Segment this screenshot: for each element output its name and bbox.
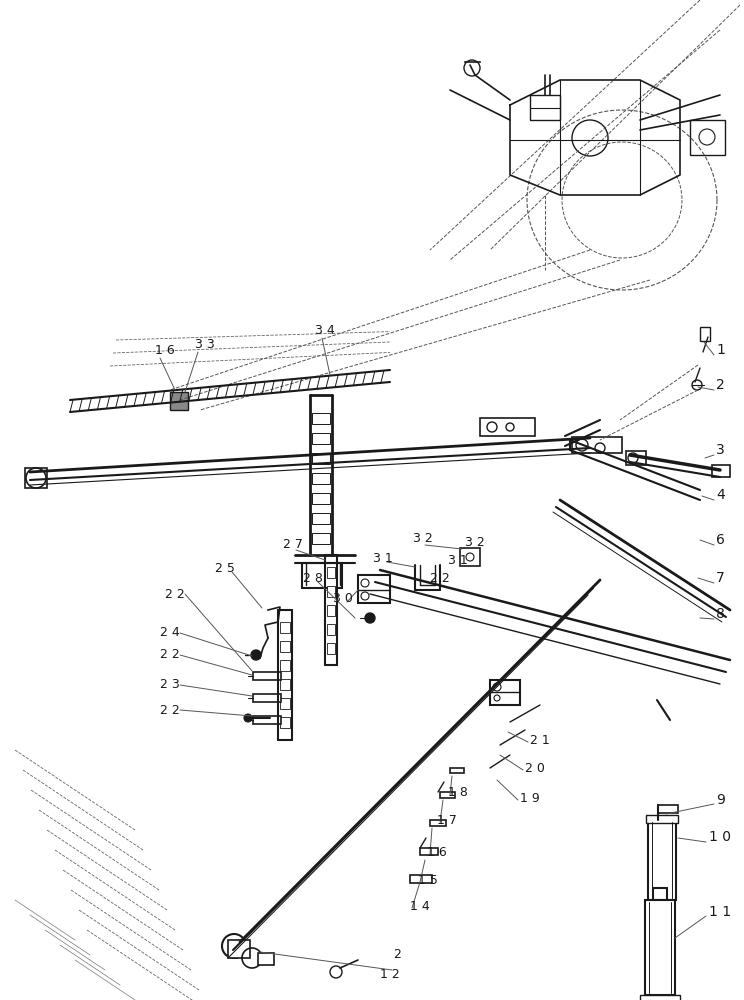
Bar [312, 453, 330, 464]
Text: 1 9: 1 9 [520, 792, 539, 804]
Text: 3 2: 3 2 [413, 532, 433, 544]
Bar [440, 792, 455, 798]
Text: 1 7: 1 7 [437, 814, 457, 826]
Text: 1 5: 1 5 [418, 874, 438, 886]
Bar [480, 418, 535, 436]
Bar [312, 473, 330, 484]
Text: 7: 7 [716, 571, 725, 585]
Text: 3 3: 3 3 [195, 338, 215, 352]
Bar [646, 815, 678, 823]
Text: 1 8: 1 8 [448, 786, 468, 800]
Bar [280, 622, 290, 633]
Bar [170, 392, 188, 410]
Text: 1 1: 1 1 [709, 905, 731, 919]
Bar [312, 533, 330, 544]
Text: 2 2: 2 2 [165, 587, 185, 600]
Text: 2: 2 [393, 948, 401, 962]
Text: 2 3: 2 3 [160, 678, 180, 692]
Bar [228, 940, 250, 958]
Bar [280, 698, 290, 709]
Bar [712, 465, 730, 477]
Bar [645, 900, 675, 995]
Bar [410, 875, 432, 883]
Bar [25, 468, 47, 488]
Bar [253, 672, 281, 680]
Bar [280, 641, 290, 652]
Text: 9: 9 [716, 793, 725, 807]
Text: 1 6: 1 6 [427, 846, 446, 858]
Bar [312, 493, 330, 504]
Text: 2 2: 2 2 [430, 572, 450, 584]
Bar [450, 768, 464, 773]
Bar [460, 548, 480, 566]
Bar [327, 643, 335, 654]
Bar [327, 586, 335, 597]
Text: 1 4: 1 4 [410, 900, 430, 912]
Bar [530, 95, 560, 120]
Bar [640, 995, 680, 1000]
Bar [312, 433, 330, 444]
Text: 3 0: 3 0 [333, 591, 353, 604]
Bar [258, 953, 274, 965]
Text: 2 2: 2 2 [160, 704, 180, 716]
Text: 3 1: 3 1 [448, 554, 468, 566]
Bar [253, 716, 281, 724]
Text: 4: 4 [716, 488, 725, 502]
Bar [253, 694, 281, 702]
Circle shape [251, 650, 261, 660]
Bar [327, 567, 335, 578]
Bar [280, 679, 290, 690]
Text: 3: 3 [716, 443, 725, 457]
Bar [658, 805, 678, 813]
Bar [430, 820, 446, 826]
Circle shape [244, 714, 252, 722]
Text: 2 0: 2 0 [525, 762, 545, 774]
Text: 3 1: 3 1 [373, 552, 393, 564]
Bar [312, 513, 330, 524]
Bar [280, 717, 290, 728]
Text: 6: 6 [716, 533, 725, 547]
Text: 1 6: 1 6 [155, 344, 175, 357]
Text: 2 4: 2 4 [160, 626, 180, 640]
Bar [490, 680, 520, 705]
Text: 3 4: 3 4 [315, 324, 335, 336]
Bar [312, 413, 330, 424]
Text: 1 2: 1 2 [380, 968, 400, 982]
Circle shape [365, 613, 375, 623]
Bar [648, 820, 676, 900]
Bar [358, 575, 390, 603]
Text: 2 7: 2 7 [283, 538, 303, 552]
Bar [302, 563, 342, 588]
Bar [700, 327, 710, 341]
Bar [327, 605, 335, 616]
Text: 2 5: 2 5 [215, 562, 235, 574]
Text: 2: 2 [716, 378, 725, 392]
Text: 8: 8 [716, 607, 725, 621]
Bar [420, 848, 438, 855]
Bar [280, 660, 290, 671]
Bar [327, 624, 335, 635]
Bar [690, 120, 725, 155]
Text: 2 2: 2 2 [160, 648, 180, 662]
Text: 1 0: 1 0 [709, 830, 731, 844]
Text: 2 8: 2 8 [303, 572, 323, 584]
Text: 2 1: 2 1 [530, 734, 550, 746]
Bar [626, 451, 646, 465]
Text: 1: 1 [716, 343, 725, 357]
Text: 3 2: 3 2 [465, 536, 485, 548]
Bar [572, 437, 622, 453]
